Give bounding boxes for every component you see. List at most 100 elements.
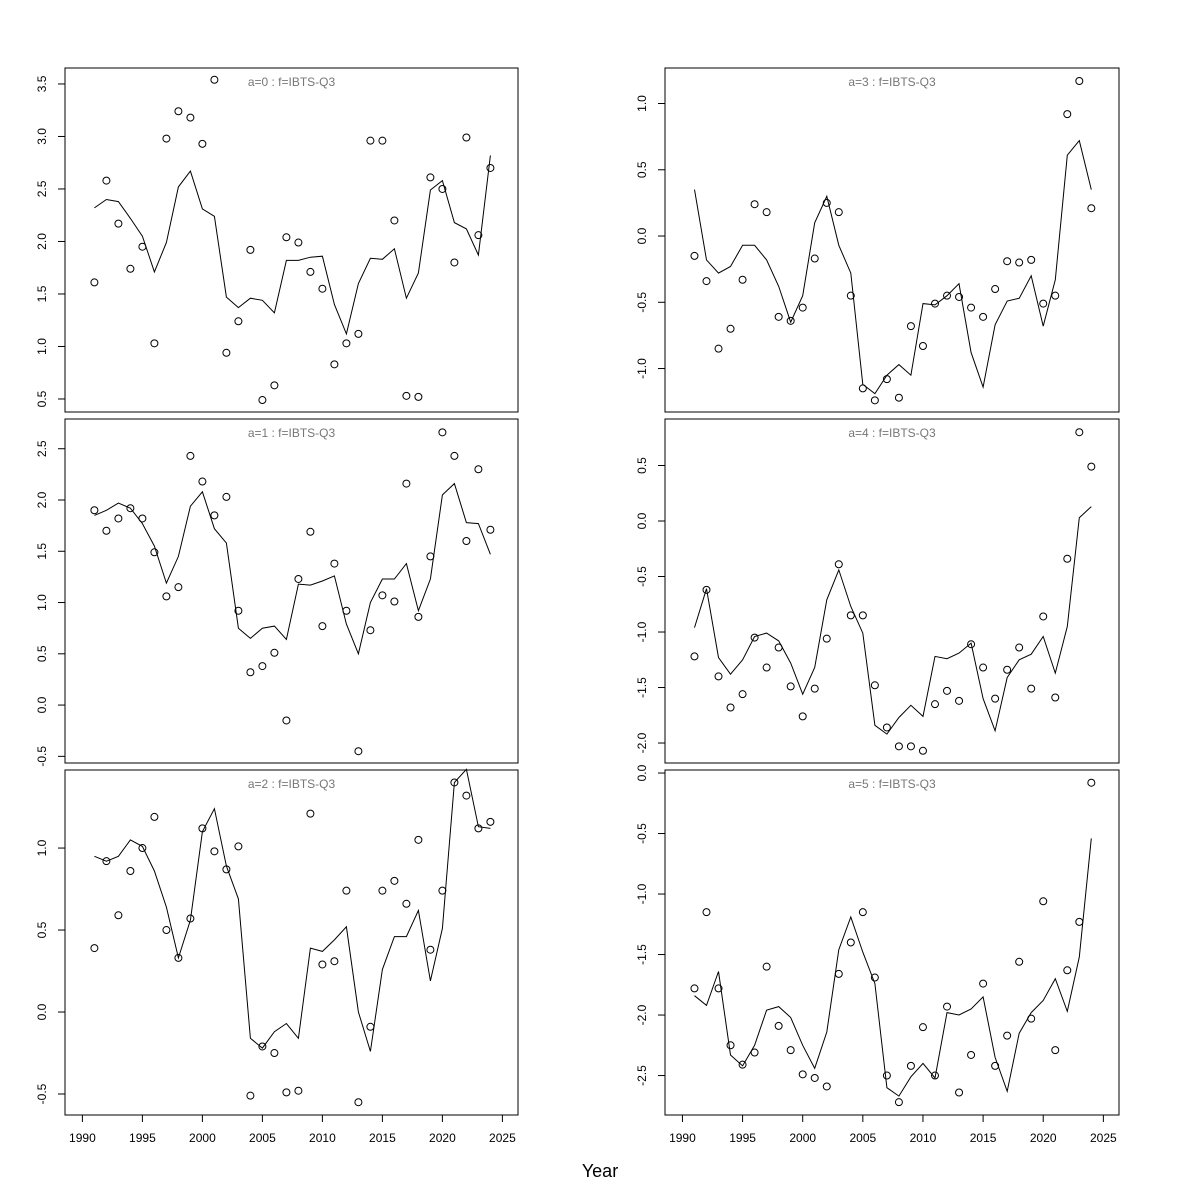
panel-frame bbox=[64, 769, 519, 1116]
observation-point bbox=[90, 278, 99, 287]
observation-point bbox=[222, 348, 231, 357]
observation-point bbox=[246, 245, 255, 254]
x-tick-label: 2025 bbox=[489, 1131, 516, 1145]
observation-point bbox=[1063, 110, 1072, 119]
observation-point bbox=[330, 360, 339, 369]
observation-point bbox=[822, 634, 831, 643]
observation-point bbox=[774, 312, 783, 321]
observation-point bbox=[438, 428, 447, 437]
observation-point bbox=[246, 668, 255, 677]
observation-point bbox=[270, 1049, 279, 1058]
observation-point bbox=[810, 254, 819, 263]
observation-point bbox=[414, 835, 423, 844]
observation-point bbox=[150, 548, 159, 557]
observation-point bbox=[474, 465, 483, 474]
x-tick-label: 2025 bbox=[1090, 1131, 1117, 1145]
observation-point bbox=[462, 133, 471, 142]
y-tick-label: -2.5 bbox=[635, 1065, 649, 1086]
observation-point bbox=[786, 316, 795, 325]
observation-point bbox=[474, 231, 483, 240]
observation-point bbox=[354, 1098, 363, 1107]
observation-point bbox=[762, 962, 771, 971]
fit-line bbox=[94, 482, 491, 656]
observation-point bbox=[1039, 299, 1048, 308]
observation-point bbox=[270, 381, 279, 390]
x-tick-label: 1990 bbox=[669, 1131, 696, 1145]
y-tick-label: -0.5 bbox=[635, 292, 649, 313]
observation-point bbox=[150, 339, 159, 348]
observation-point bbox=[750, 200, 759, 209]
x-tick-label: 1995 bbox=[729, 1131, 756, 1145]
observation-point bbox=[858, 384, 867, 393]
observation-point bbox=[870, 681, 879, 690]
observation-point bbox=[702, 585, 711, 594]
y-tick-label: 1.5 bbox=[35, 543, 49, 560]
observation-point bbox=[798, 303, 807, 312]
observation-point bbox=[114, 514, 123, 523]
observation-point bbox=[162, 134, 171, 143]
observation-point bbox=[1015, 957, 1024, 966]
observation-point bbox=[1003, 1031, 1012, 1040]
observation-point bbox=[882, 1071, 891, 1080]
observation-point bbox=[90, 944, 99, 953]
observation-point bbox=[1087, 462, 1096, 471]
observation-point bbox=[955, 1088, 964, 1097]
y-tick-label: -1.0 bbox=[635, 358, 649, 379]
fit-line bbox=[694, 506, 1092, 735]
observation-point bbox=[991, 694, 1000, 703]
observation-point bbox=[186, 113, 195, 122]
observation-point bbox=[918, 1023, 927, 1032]
y-tick-label: -1.0 bbox=[635, 883, 649, 904]
observation-point bbox=[162, 592, 171, 601]
observation-point bbox=[967, 640, 976, 649]
observation-point bbox=[870, 973, 879, 982]
observation-point bbox=[943, 1002, 952, 1011]
observation-point bbox=[342, 886, 351, 895]
observation-point bbox=[702, 908, 711, 917]
observation-point bbox=[318, 622, 327, 631]
observation-point bbox=[762, 663, 771, 672]
observation-point bbox=[1051, 291, 1060, 300]
observation-point bbox=[486, 525, 495, 534]
observation-point bbox=[366, 136, 375, 145]
observation-point bbox=[234, 842, 243, 851]
observation-point bbox=[102, 176, 111, 185]
observation-point bbox=[282, 716, 291, 725]
observation-point bbox=[774, 643, 783, 652]
observation-point bbox=[234, 606, 243, 615]
observation-point bbox=[258, 1042, 267, 1051]
x-tick-label: 1995 bbox=[129, 1131, 156, 1145]
observation-point bbox=[438, 886, 447, 895]
observation-point bbox=[306, 527, 315, 536]
observation-point bbox=[882, 723, 891, 732]
observation-point bbox=[750, 1048, 759, 1057]
observation-point bbox=[1039, 897, 1048, 906]
y-tick-label: 1.0 bbox=[635, 95, 649, 112]
y-tick-label: -2.0 bbox=[635, 732, 649, 753]
observation-point bbox=[930, 1071, 939, 1080]
observation-point bbox=[955, 696, 964, 705]
observation-point bbox=[1015, 258, 1024, 267]
observation-point bbox=[979, 663, 988, 672]
observation-point bbox=[210, 75, 219, 84]
observation-point bbox=[822, 198, 831, 207]
panel-title: a=2 : f=IBTS-Q3 bbox=[248, 777, 336, 791]
y-tick-label: 0.5 bbox=[35, 921, 49, 938]
x-tick-label: 2015 bbox=[970, 1131, 997, 1145]
x-tick-label: 2000 bbox=[189, 1131, 216, 1145]
panel-title: a=0 : f=IBTS-Q3 bbox=[248, 75, 336, 89]
observation-point bbox=[846, 938, 855, 947]
observation-point bbox=[906, 742, 915, 751]
y-tick-label: 2.0 bbox=[35, 491, 49, 508]
y-tick-label: 2.5 bbox=[35, 180, 49, 197]
y-tick-label: 0.0 bbox=[35, 1003, 49, 1020]
observation-point bbox=[186, 451, 195, 460]
observation-point bbox=[186, 914, 195, 923]
observation-point bbox=[342, 606, 351, 615]
observation-point bbox=[390, 876, 399, 885]
observation-point bbox=[1015, 643, 1024, 652]
observation-point bbox=[174, 583, 183, 592]
y-tick-label: 0.5 bbox=[635, 457, 649, 474]
observation-point bbox=[798, 1070, 807, 1079]
x-tick-label: 2020 bbox=[1030, 1131, 1057, 1145]
